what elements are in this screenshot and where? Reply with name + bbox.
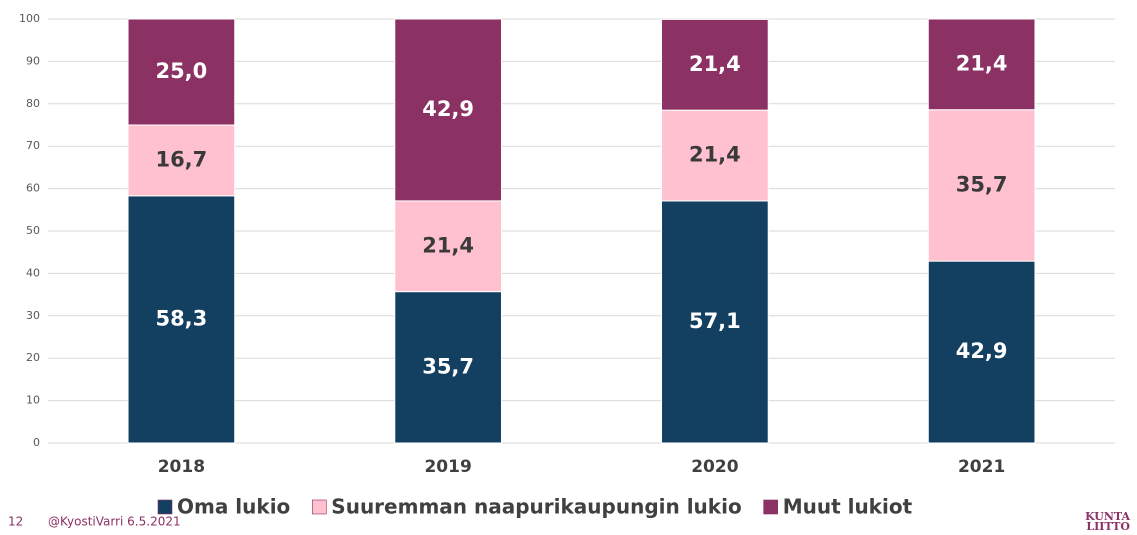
data-label: 42,9 [422,97,474,121]
data-label: 42,9 [956,339,1008,363]
legend-label: Suuremman naapurikaupungin lukio [331,495,741,519]
data-label: 21,4 [689,52,741,76]
legend-swatch [157,499,173,515]
y-tick-label: 50 [26,224,40,237]
data-label: 16,7 [155,147,207,171]
y-tick-label: 0 [33,436,40,449]
legend-swatch [763,499,778,515]
legend-swatch [311,499,327,515]
bar-segment [927,18,1036,111]
y-tick-label: 80 [26,97,40,110]
footer-text: @KyostiVarri 6.5.2021 [48,515,181,529]
x-tick-label: 2019 [424,457,471,477]
data-label: 21,4 [689,143,741,167]
y-tick-label: 30 [26,309,40,322]
bar-segment [394,291,502,444]
y-tick-label: 100 [19,12,40,25]
y-tick-label: 40 [26,266,40,279]
x-tick-label: 2018 [158,457,205,477]
data-label: 21,4 [422,233,474,257]
y-tick-label: 60 [26,182,40,195]
logo: KUNTA [1085,510,1130,523]
bar-segment [661,200,769,444]
legend-label: Oma lukio [177,495,290,519]
bar-segment [394,200,502,293]
data-label: 35,7 [422,354,474,378]
y-tick-label: 70 [26,139,40,152]
data-label: 57,1 [689,309,741,333]
bar-segment [927,109,1036,262]
bar-segment [127,124,236,197]
bar-segment [394,18,502,202]
data-label: 25,0 [155,59,207,83]
x-tick-label: 2020 [691,457,738,477]
logo: LIITTO [1086,520,1130,531]
y-tick-label: 10 [26,394,40,407]
legend-label: Muut lukiot [783,495,913,519]
data-label: 58,3 [155,306,207,330]
page-number: 12 [8,515,23,529]
bar-segment [661,18,769,111]
y-tick-label: 20 [26,351,40,364]
bar-segment [127,18,236,126]
bar-segment [127,195,236,444]
x-tick-label: 2021 [958,457,1005,477]
data-label: 21,4 [956,51,1008,75]
y-tick-label: 90 [26,54,40,67]
data-label: 35,7 [956,172,1008,196]
bar-segment [927,260,1036,444]
